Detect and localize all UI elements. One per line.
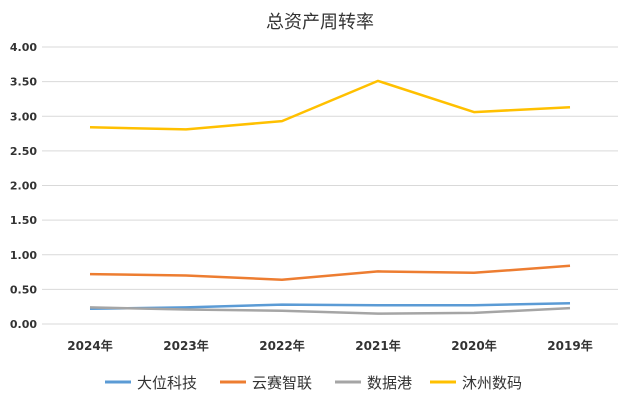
y-axis-ticks: 0.00 0.50 1.00 1.50 2.00 2.50 3.00 3.50 4.00 xyxy=(10,41,37,331)
y-tick-label: 3.50 xyxy=(10,76,37,89)
y-tick-label: 1.00 xyxy=(10,249,37,262)
x-tick-label: 2024年 xyxy=(67,338,112,353)
legend-label: 大位科技 xyxy=(137,374,197,392)
x-tick-label: 2023年 xyxy=(163,338,208,353)
y-tick-label: 2.00 xyxy=(10,180,37,193)
gridlines xyxy=(42,46,618,325)
legend-label: 云赛智联 xyxy=(252,374,312,392)
series-lines xyxy=(89,79,571,315)
y-tick-label: 0.50 xyxy=(10,283,37,296)
legend-label: 数据港 xyxy=(367,374,412,392)
x-tick-label: 2022年 xyxy=(259,338,304,353)
chart-title: 总资产周转率 xyxy=(266,12,374,33)
x-tick-label: 2019年 xyxy=(547,338,592,353)
x-axis-ticks: 2024年 2023年 2022年 2021年 2020年 2019年 xyxy=(67,338,592,353)
legend: 大位科技 云赛智联 数据港 沐州数码 xyxy=(105,374,522,392)
series-line-3 xyxy=(89,79,571,131)
series-line-1 xyxy=(89,264,571,281)
y-tick-label: 3.00 xyxy=(10,110,37,123)
x-tick-label: 2021年 xyxy=(355,338,400,353)
x-tick-label: 2020年 xyxy=(451,338,496,353)
y-tick-label: 4.00 xyxy=(10,41,37,54)
y-tick-label: 2.50 xyxy=(10,145,37,158)
y-tick-label: 0.00 xyxy=(10,318,37,331)
series-line-0 xyxy=(89,301,571,311)
y-tick-label: 1.50 xyxy=(10,214,37,227)
series-line-2 xyxy=(89,306,571,315)
legend-label: 沐州数码 xyxy=(462,374,522,392)
